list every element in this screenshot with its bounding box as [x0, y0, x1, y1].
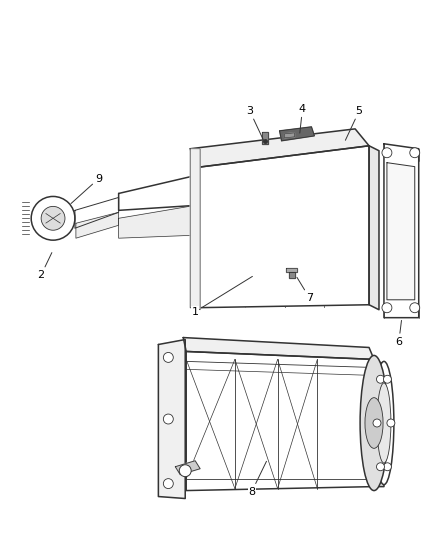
Polygon shape: [262, 132, 268, 144]
Text: 7: 7: [297, 277, 313, 303]
Circle shape: [377, 463, 385, 471]
Text: 2: 2: [38, 253, 52, 280]
Circle shape: [163, 352, 173, 362]
Text: 6: 6: [396, 320, 403, 346]
Circle shape: [383, 463, 392, 471]
Text: 3: 3: [246, 106, 264, 140]
Polygon shape: [286, 268, 297, 272]
Circle shape: [163, 479, 173, 489]
Ellipse shape: [360, 356, 388, 490]
Polygon shape: [387, 163, 415, 300]
Text: 9: 9: [71, 174, 102, 204]
Polygon shape: [384, 144, 419, 318]
Text: 4: 4: [299, 104, 306, 133]
Polygon shape: [374, 359, 384, 487]
Polygon shape: [159, 340, 185, 498]
Circle shape: [163, 414, 173, 424]
Polygon shape: [75, 197, 119, 228]
Circle shape: [179, 465, 191, 477]
Polygon shape: [183, 337, 374, 359]
Circle shape: [410, 148, 420, 158]
Text: 1: 1: [192, 277, 252, 317]
Polygon shape: [369, 146, 379, 310]
Polygon shape: [195, 146, 369, 308]
Circle shape: [373, 419, 381, 427]
Text: 5: 5: [346, 106, 363, 140]
Polygon shape: [285, 133, 294, 138]
Polygon shape: [119, 175, 195, 211]
Ellipse shape: [41, 206, 65, 230]
Text: 8: 8: [248, 461, 266, 497]
Ellipse shape: [31, 197, 75, 240]
Circle shape: [410, 303, 420, 313]
Polygon shape: [175, 461, 200, 475]
Ellipse shape: [365, 398, 383, 448]
Polygon shape: [279, 127, 314, 141]
Circle shape: [382, 148, 392, 158]
Ellipse shape: [377, 383, 391, 463]
Polygon shape: [186, 351, 374, 490]
Ellipse shape: [374, 361, 394, 484]
Polygon shape: [76, 212, 119, 238]
Circle shape: [383, 375, 392, 383]
Polygon shape: [119, 205, 195, 238]
Circle shape: [377, 375, 385, 383]
Circle shape: [387, 419, 395, 427]
Polygon shape: [190, 129, 369, 168]
Circle shape: [382, 303, 392, 313]
Polygon shape: [190, 149, 200, 310]
Polygon shape: [289, 272, 294, 278]
